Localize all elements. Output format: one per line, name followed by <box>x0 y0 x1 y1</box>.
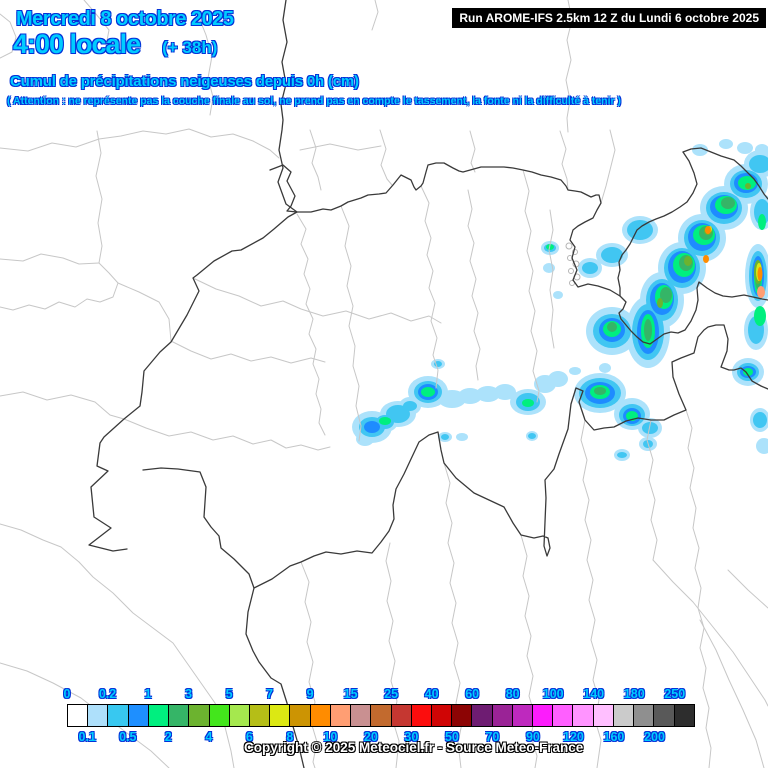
national-borders <box>88 0 768 768</box>
precip-layer-10cm <box>757 286 765 298</box>
forecast-local-time: 4:00 locale <box>13 29 141 59</box>
map-title: Cumul de précipitations neigeuses depuis… <box>10 73 359 90</box>
forecast-date: Mercredi 8 octobre 2025 <box>16 8 234 30</box>
warning-note: ( Attention : ne représente pas la couch… <box>7 95 621 107</box>
copyright-notice: Copyright © 2025 Meteociel.fr - Source M… <box>244 740 584 755</box>
forecast-hour-offset: (+ 38h) <box>162 38 218 57</box>
forecast-time: 4:00 locale (+ 38h) <box>13 29 217 60</box>
run-info-box: Run AROME-IFS 2.5km 12 Z du Lundi 6 octo… <box>452 8 766 28</box>
precip-layer-9cm <box>703 226 763 281</box>
